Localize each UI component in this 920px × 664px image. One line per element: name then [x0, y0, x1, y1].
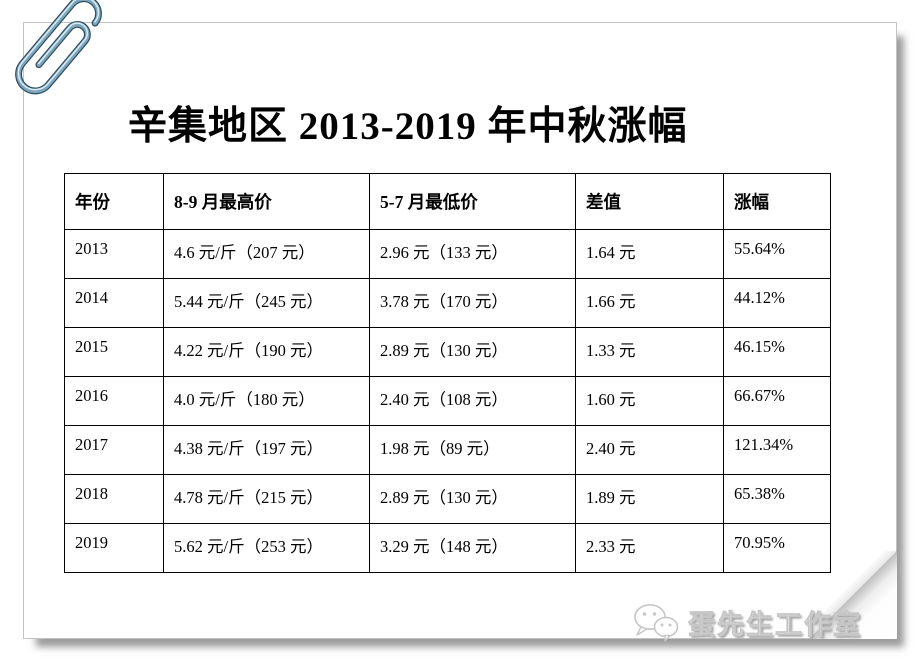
table-cell: 1.64 元: [575, 229, 724, 279]
column-header-increase: 涨幅: [723, 173, 831, 230]
table-header-row: 年份 8-9 月最高价 5-7 月最低价 差值 涨幅: [64, 173, 831, 230]
column-header-difference: 差值: [575, 173, 724, 230]
table-cell: 55.64%: [723, 229, 831, 279]
table-cell: 4.6 元/斤（207 元）: [163, 229, 370, 279]
page-sheet: 辛集地区 2013-2019 年中秋涨幅 年份 8-9 月最高价 5-7 月最低…: [23, 22, 897, 639]
table-row: 2017 4.38 元/斤（197 元） 1.98 元（89 元） 2.40 元 121…: [64, 425, 831, 475]
table-row: 2014 5.44 元/斤（245 元） 3.78 元（170 元） 1.66 元 44…: [64, 278, 831, 328]
year-cell: 2018: [64, 474, 164, 524]
table-row: 2018 4.78 元/斤（215 元） 2.89 元（130 元） 1.89 元 65…: [64, 474, 831, 524]
year-cell: 2016: [64, 376, 164, 426]
table-cell: 44.12%: [723, 278, 831, 328]
table-cell: 1.89 元: [575, 474, 724, 524]
watermark: 蛋先生工作室: [632, 602, 862, 642]
table-cell: 2.33 元: [575, 523, 724, 573]
page-title: 辛集地区 2013-2019 年中秋涨幅: [128, 105, 688, 148]
table-cell: 4.38 元/斤（197 元）: [163, 425, 370, 475]
table-cell: 3.29 元（148 元）: [369, 523, 576, 573]
table-cell: 1.33 元: [575, 327, 724, 377]
table-cell: 65.38%: [723, 474, 831, 524]
table-body: 2013 4.6 元/斤（207 元） 2.96 元（133 元） 1.64 元 55.…: [64, 229, 831, 573]
table-cell: 5.44 元/斤（245 元）: [163, 278, 370, 328]
table-cell: 1.98 元（89 元）: [369, 425, 576, 475]
year-cell: 2014: [64, 278, 164, 328]
year-cell: 2015: [64, 327, 164, 377]
paperclip-icon: [15, 0, 102, 95]
table-cell: 3.78 元（170 元）: [369, 278, 576, 328]
table-cell: 1.60 元: [575, 376, 724, 426]
table-cell: 2.89 元（130 元）: [369, 327, 576, 377]
watermark-label: 蛋先生工作室: [688, 609, 862, 640]
wechat-icon: [634, 604, 679, 642]
table-cell: 121.34%: [723, 425, 831, 475]
table-cell: 1.66 元: [575, 278, 724, 328]
table-cell: 5.62 元/斤（253 元）: [163, 523, 370, 573]
table-row: 2013 4.6 元/斤（207 元） 2.96 元（133 元） 1.64 元 55.…: [64, 229, 831, 279]
table-cell: 4.78 元/斤（215 元）: [163, 474, 370, 524]
table-cell: 2.40 元（108 元）: [369, 376, 576, 426]
year-cell: 2013: [64, 229, 164, 279]
table-cell: 2.40 元: [575, 425, 724, 475]
table-cell: 2.96 元（133 元）: [369, 229, 576, 279]
column-header-low-price: 5-7 月最低价: [369, 173, 576, 230]
price-table: 年份 8-9 月最高价 5-7 月最低价 差值 涨幅 2013 4.6 元/斤（2…: [64, 173, 831, 573]
table-row: 2016 4.0 元/斤（180 元） 2.40 元（108 元） 1.60 元 66.…: [64, 376, 831, 426]
table-cell: 46.15%: [723, 327, 831, 377]
column-header-high-price: 8-9 月最高价: [163, 173, 370, 230]
table-row: 2015 4.22 元/斤（190 元） 2.89 元（130 元） 1.33 元 46…: [64, 327, 831, 377]
table-cell: 66.67%: [723, 376, 831, 426]
year-cell: 2019: [64, 523, 164, 573]
column-header-year: 年份: [64, 173, 164, 230]
table-cell: 4.0 元/斤（180 元）: [163, 376, 370, 426]
table-cell: 2.89 元（130 元）: [369, 474, 576, 524]
table-row: 2019 5.62 元/斤（253 元） 3.29 元（148 元） 2.33 元 70…: [64, 523, 831, 573]
year-cell: 2017: [64, 425, 164, 475]
table-cell: 4.22 元/斤（190 元）: [163, 327, 370, 377]
